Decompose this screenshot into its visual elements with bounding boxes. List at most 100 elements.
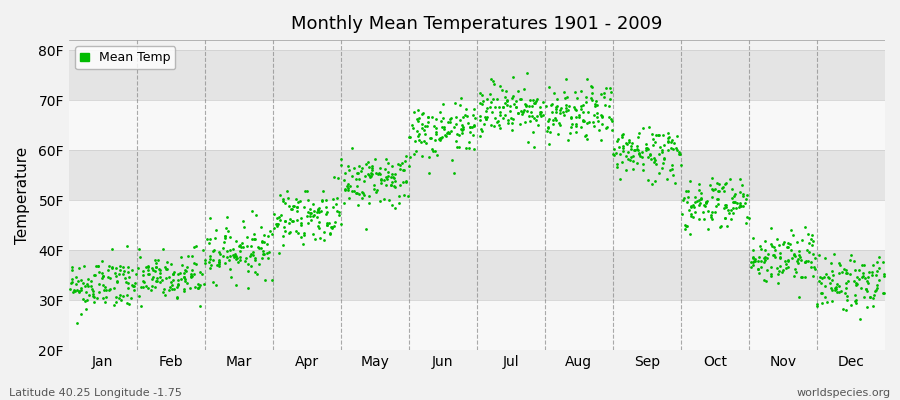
Point [808,266,823,272]
Point [684,204,698,210]
Point [503,108,517,114]
Point [590,110,605,116]
Point [839,307,853,314]
Point [96,273,111,279]
Point [307,211,321,218]
Point [776,266,790,273]
Point [631,130,645,136]
Point [541,123,555,130]
Point [559,108,573,114]
Point [759,278,773,285]
Point [379,156,393,162]
Point [684,210,698,217]
Point [454,95,468,102]
Point [74,311,88,318]
Point [863,294,878,300]
Point [869,285,884,291]
Point [585,97,599,104]
Point [127,282,141,289]
Point [254,224,268,230]
Point [180,279,194,286]
Point [517,86,531,92]
Point [152,265,166,272]
Point [708,203,723,209]
Point [863,294,878,300]
Point [290,208,304,214]
Point [807,255,822,262]
Point [337,177,351,184]
Point [130,265,145,271]
Point [860,278,874,285]
Point [341,163,356,170]
Point [505,120,519,126]
Point [598,125,613,132]
Point [135,267,149,274]
Point [410,133,425,139]
Point [795,236,809,243]
Point [398,158,412,164]
Point [414,152,428,159]
Point [140,285,155,292]
Point [781,256,796,263]
Point [291,230,305,236]
Point [418,140,433,146]
Point [588,100,602,107]
Point [654,164,669,171]
Point [830,289,844,296]
Point [187,243,202,250]
Point [229,256,243,262]
Point [285,202,300,209]
Point [349,170,364,176]
Point [652,170,667,177]
Point [294,222,309,228]
Point [463,139,477,145]
Point [712,181,726,187]
Point [373,171,387,178]
Point [457,112,472,118]
Point [575,102,590,108]
Point [410,116,425,122]
Point [454,122,469,128]
Point [772,268,787,274]
Point [450,144,464,150]
Point [657,142,671,148]
Point [325,224,339,230]
Point [798,259,813,266]
Point [651,132,665,138]
Point [631,134,645,140]
Point [94,270,109,276]
Point [654,148,669,155]
Point [374,177,388,183]
Point [495,104,509,110]
Point [742,215,756,221]
Point [256,250,271,257]
Point [179,264,194,270]
Point [330,195,345,201]
Point [594,137,608,144]
Point [153,266,167,273]
Point [706,187,721,193]
Point [414,139,428,145]
Point [418,126,432,133]
Point [246,248,260,255]
Point [513,96,527,102]
Point [671,151,686,158]
Point [220,248,234,254]
Point [248,269,262,275]
Point [787,251,801,258]
Point [812,278,826,284]
Point [536,99,550,105]
Point [801,257,815,264]
Point [251,244,266,250]
Point [124,281,139,288]
Point [192,284,206,290]
Point [736,193,751,200]
Point [87,272,102,278]
Point [380,176,394,182]
Point [356,189,370,196]
Point [393,182,408,188]
Point [194,271,209,278]
Point [529,117,544,123]
Point [265,231,279,237]
Point [178,275,193,282]
